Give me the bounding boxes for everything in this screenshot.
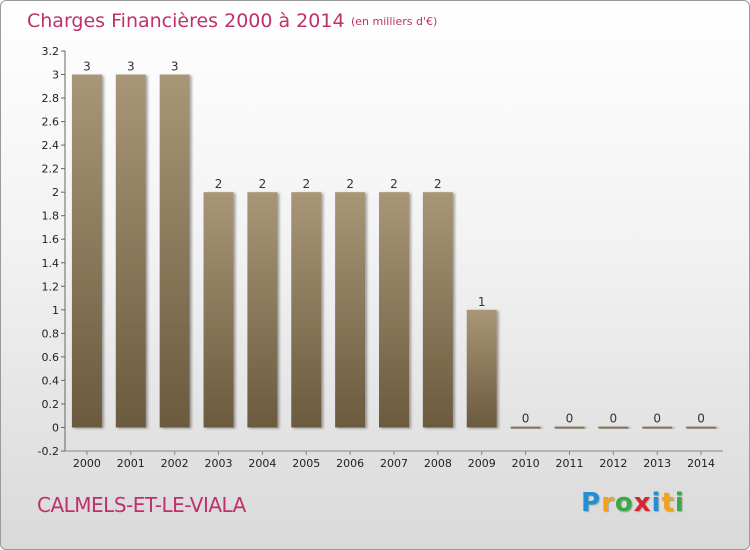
bar-2000 bbox=[71, 74, 102, 428]
bar-2008 bbox=[422, 192, 453, 428]
logo-letter: i bbox=[674, 488, 685, 518]
y-tick-label: 1.2 bbox=[42, 280, 60, 293]
logo-letter: x bbox=[633, 488, 652, 518]
y-tick-label: 1.8 bbox=[42, 210, 60, 223]
x-tick-label-2000: 2000 bbox=[73, 457, 101, 470]
x-tick-label-2005: 2005 bbox=[292, 457, 320, 470]
y-tick-label: -0.2 bbox=[38, 445, 59, 458]
bars: 3 3 3 2 2 2 2 2 2 1 0 0 0 0 0 bbox=[71, 60, 717, 429]
data-label-2007: 2 bbox=[390, 177, 398, 191]
logo-letter: i bbox=[651, 488, 662, 518]
y-axis: -0.2 0 0.2 0.4 0.6 0.8 1 1.2 1.4 1.6 1.8 2 2.2 2.4 2.6… bbox=[38, 45, 66, 458]
bar-2006 bbox=[335, 192, 366, 428]
x-tick-label-2008: 2008 bbox=[424, 457, 452, 470]
bar-2005 bbox=[291, 192, 322, 428]
x-tick-label-2002: 2002 bbox=[161, 457, 189, 470]
data-label-2010: 0 bbox=[522, 411, 530, 425]
y-tick-label: 0.2 bbox=[42, 398, 60, 411]
x-tick-label-2012: 2012 bbox=[599, 457, 627, 470]
bar-2009 bbox=[466, 309, 497, 428]
y-tick-label: 2.6 bbox=[42, 116, 60, 129]
data-label-2014: 0 bbox=[697, 411, 705, 425]
data-label-2003: 2 bbox=[215, 177, 223, 191]
y-tick-label: 1.6 bbox=[42, 233, 60, 246]
data-label-2013: 0 bbox=[653, 411, 661, 425]
bar-2001 bbox=[115, 74, 146, 428]
x-axis: 2000 2001 2002 2003 2004 2005 2006 2007 2008 2009… bbox=[65, 450, 723, 470]
x-tick-label-2011: 2011 bbox=[555, 457, 583, 470]
x-tick-label-2007: 2007 bbox=[380, 457, 408, 470]
bar-2003 bbox=[203, 192, 234, 428]
y-tick-label: 1 bbox=[52, 304, 59, 317]
y-tick-label: 0 bbox=[52, 421, 59, 434]
data-label-2002: 3 bbox=[171, 60, 179, 74]
bar-2012 bbox=[598, 426, 629, 429]
x-tick-label-2001: 2001 bbox=[117, 457, 145, 470]
data-label-2009: 1 bbox=[478, 295, 486, 309]
y-tick-label: 1.4 bbox=[42, 257, 60, 270]
x-tick-label-2003: 2003 bbox=[205, 457, 233, 470]
commune-name: CALMELS-ET-LE-VIALA bbox=[37, 493, 246, 517]
data-label-2006: 2 bbox=[346, 177, 354, 191]
x-tick-label-2010: 2010 bbox=[512, 457, 540, 470]
y-tick-label: 0.6 bbox=[42, 351, 60, 364]
y-tick-label: 2.8 bbox=[42, 92, 60, 105]
logo-letter: r bbox=[601, 488, 615, 518]
y-tick-label: 2.4 bbox=[42, 139, 60, 152]
x-tick-label-2004: 2004 bbox=[248, 457, 276, 470]
data-label-2000: 3 bbox=[83, 60, 91, 74]
proxiti-logo: Proxiti bbox=[581, 488, 685, 518]
x-tick-label-2013: 2013 bbox=[643, 457, 671, 470]
logo-letter: o bbox=[614, 488, 634, 518]
y-tick-label: 0.4 bbox=[42, 374, 60, 387]
bar-2002 bbox=[159, 74, 190, 428]
y-tick-label: 3 bbox=[52, 69, 59, 82]
bar-2004 bbox=[247, 192, 278, 428]
bar-2011 bbox=[554, 426, 585, 429]
bar-2007 bbox=[379, 192, 409, 428]
logo-letter: t bbox=[661, 488, 675, 518]
data-label-2005: 2 bbox=[302, 177, 310, 191]
x-tick-label-2009: 2009 bbox=[468, 457, 496, 470]
chart-unit: (en milliers d'€) bbox=[351, 15, 437, 28]
data-label-2008: 2 bbox=[434, 177, 442, 191]
y-tick-label: 2.2 bbox=[42, 163, 60, 176]
x-tick-label-2014: 2014 bbox=[687, 457, 715, 470]
data-label-2001: 3 bbox=[127, 60, 135, 74]
bar-2013 bbox=[642, 426, 673, 429]
chart-title: Charges Financières 2000 à 2014 bbox=[27, 10, 345, 32]
logo-letter: P bbox=[581, 488, 602, 518]
bar-2014 bbox=[686, 426, 717, 429]
data-label-2011: 0 bbox=[566, 411, 574, 425]
y-tick-label: 0.8 bbox=[42, 327, 60, 340]
bar-2010 bbox=[510, 426, 541, 429]
x-tick-label-2006: 2006 bbox=[336, 457, 364, 470]
data-label-2004: 2 bbox=[259, 177, 267, 191]
y-tick-label: 3.2 bbox=[42, 45, 60, 58]
y-tick-label: 2 bbox=[52, 186, 59, 199]
data-label-2012: 0 bbox=[610, 411, 618, 425]
